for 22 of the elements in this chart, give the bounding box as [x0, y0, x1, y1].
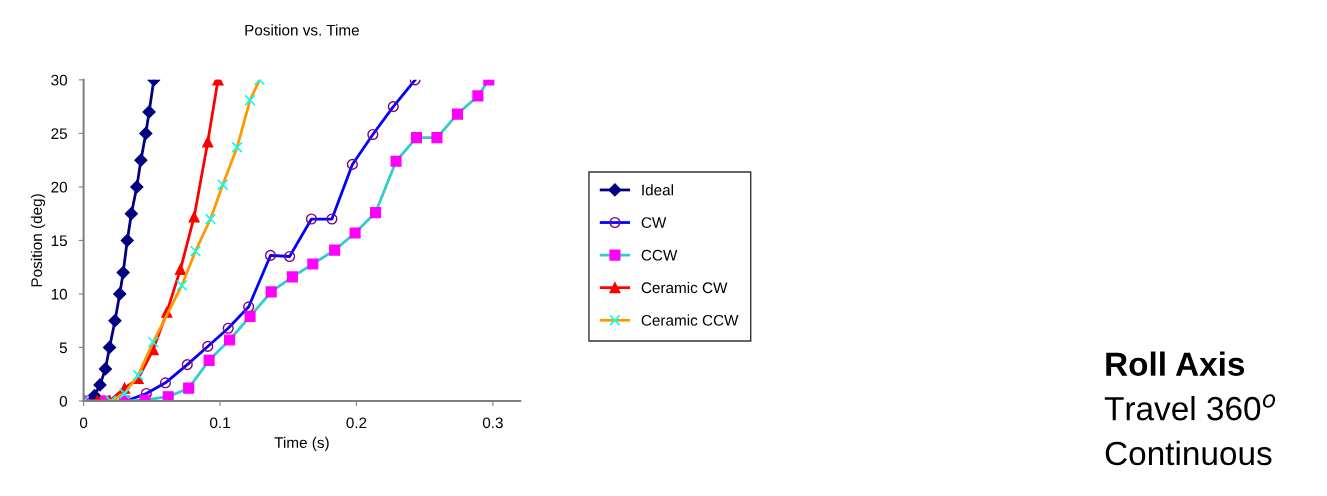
text: Roll Axis	[1106, 351, 1245, 376]
x-tick-label: 0	[79, 417, 88, 429]
legend-label: Ceramic CW	[641, 281, 728, 294]
y-tick-label: 25	[51, 128, 67, 140]
x-tick-label: 0.1	[210, 417, 230, 429]
y-tick-label: 0	[59, 395, 68, 407]
legend-label: Ideal	[642, 184, 673, 196]
legend-label: CCW	[641, 249, 678, 261]
text: Continuous	[1105, 440, 1272, 466]
y-tick-label: 30	[51, 74, 68, 86]
y-tick-label: 20	[51, 181, 68, 193]
y-tick-label: 15	[51, 235, 67, 247]
legend-label: Ceramic CCW	[641, 314, 739, 326]
x-tick-label: 0.3	[482, 417, 503, 429]
y-tick-label: 10	[51, 288, 68, 300]
chart-title: Position vs. Time	[245, 24, 359, 36]
y-tick-label: 5	[59, 342, 67, 354]
x-tick-label: 0.2	[346, 417, 367, 429]
legend-label: CW	[641, 217, 667, 229]
x-axis-title: Time (s)	[274, 436, 329, 452]
y-axis-title: Position (deg)	[30, 194, 46, 287]
text: Travel 360$^{o}$	[1104, 394, 1276, 421]
